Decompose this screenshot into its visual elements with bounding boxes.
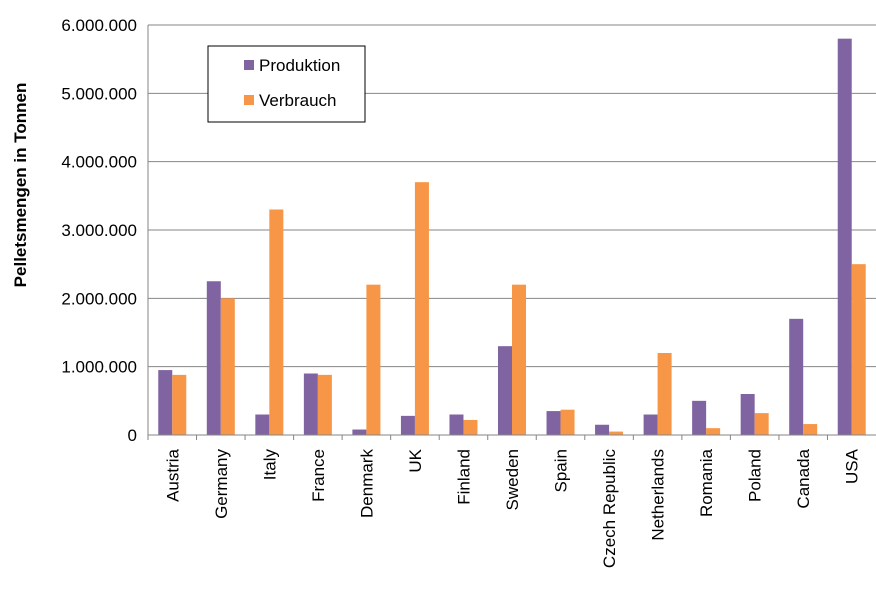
bar-verbrauch-netherlands [657,353,672,435]
bar-verbrauch-sweden [512,284,526,435]
bar-produktion-finland [449,414,464,435]
bar-verbrauch-uk [414,182,429,435]
x-tick-label: Austria [163,448,182,501]
x-tick-labels: Austria Germany Italy France Denmark UK Finlan… [147,435,862,569]
bar-produktion-denmark [352,429,367,435]
x-tick-label: UK [406,448,425,472]
legend-swatch-verbrauch [244,95,254,105]
bar-verbrauch-denmark [366,284,381,435]
bar-produktion-france [303,373,318,435]
y-axis-title: Pelletsmengen in Tonnen [11,83,30,288]
x-tick-label: Netherlands [649,449,668,541]
x-tick-label: Germany [212,449,231,519]
y-tick-label: 1.000.000 [61,358,137,377]
y-tick-label: 3.000.000 [61,221,137,240]
bar-produktion-usa [837,38,852,436]
y-tick-label: 6.000.000 [61,16,137,35]
bar-verbrauch-spain [560,409,575,435]
y-tick-label: 2.000.000 [61,289,137,308]
bar-produktion-uk [400,415,415,435]
legend: Produktion Verbrauch [207,45,366,123]
bars [158,38,866,436]
bar-produktion-italy [255,414,270,435]
x-tick-label: Czech Republic [600,449,619,569]
bar-produktion-austria [158,370,173,435]
axes [147,25,876,436]
x-tick-label: USA [843,448,862,484]
bar-verbrauch-romania [706,428,721,435]
legend-box [207,45,366,123]
bar-verbrauch-france [317,374,332,435]
y-tick-label: 4.000.000 [61,153,137,172]
bar-produktion-romania [692,400,707,435]
y-tick-labels: 0 1.000.000 2.000.000 3.000.000 4.000.000 5.0… [61,16,137,445]
bar-verbrauch-germany [220,298,235,435]
x-tick-label: Denmark [357,449,376,518]
bar-verbrauch-finland [463,419,478,435]
x-tick-label: Finland [454,449,473,505]
bar-produktion-spain [546,411,561,435]
bar-verbrauch-italy [269,209,284,435]
x-tick-label: Italy [260,449,279,481]
x-tick-label: France [309,449,328,502]
x-tick-label: Spain [552,449,571,492]
bar-verbrauch-czech-republic [609,431,624,435]
bar-produktion-czech-republic [595,424,610,435]
x-tick-label: Poland [746,449,765,502]
y-tick-label: 0 [128,426,137,445]
legend-label-verbrauch: Verbrauch [259,91,337,110]
bar-verbrauch-usa [851,264,866,435]
bar-produktion-netherlands [643,414,658,435]
x-tick-label: Sweden [503,449,522,510]
legend-label-produktion: Produktion [259,56,340,75]
bar-verbrauch-poland [754,413,769,435]
bar-produktion-germany [206,281,221,435]
legend-swatch-produktion [244,60,254,70]
y-tick-label: 5.000.000 [61,84,137,103]
x-tick-label: Canada [794,448,813,508]
bar-verbrauch-canada [803,424,818,435]
bar-produktion-canada [789,318,804,435]
x-tick-label: Romania [697,448,716,517]
bar-produktion-poland [740,394,755,435]
bar-verbrauch-austria [172,374,187,435]
bar-produktion-sweden [498,346,512,435]
